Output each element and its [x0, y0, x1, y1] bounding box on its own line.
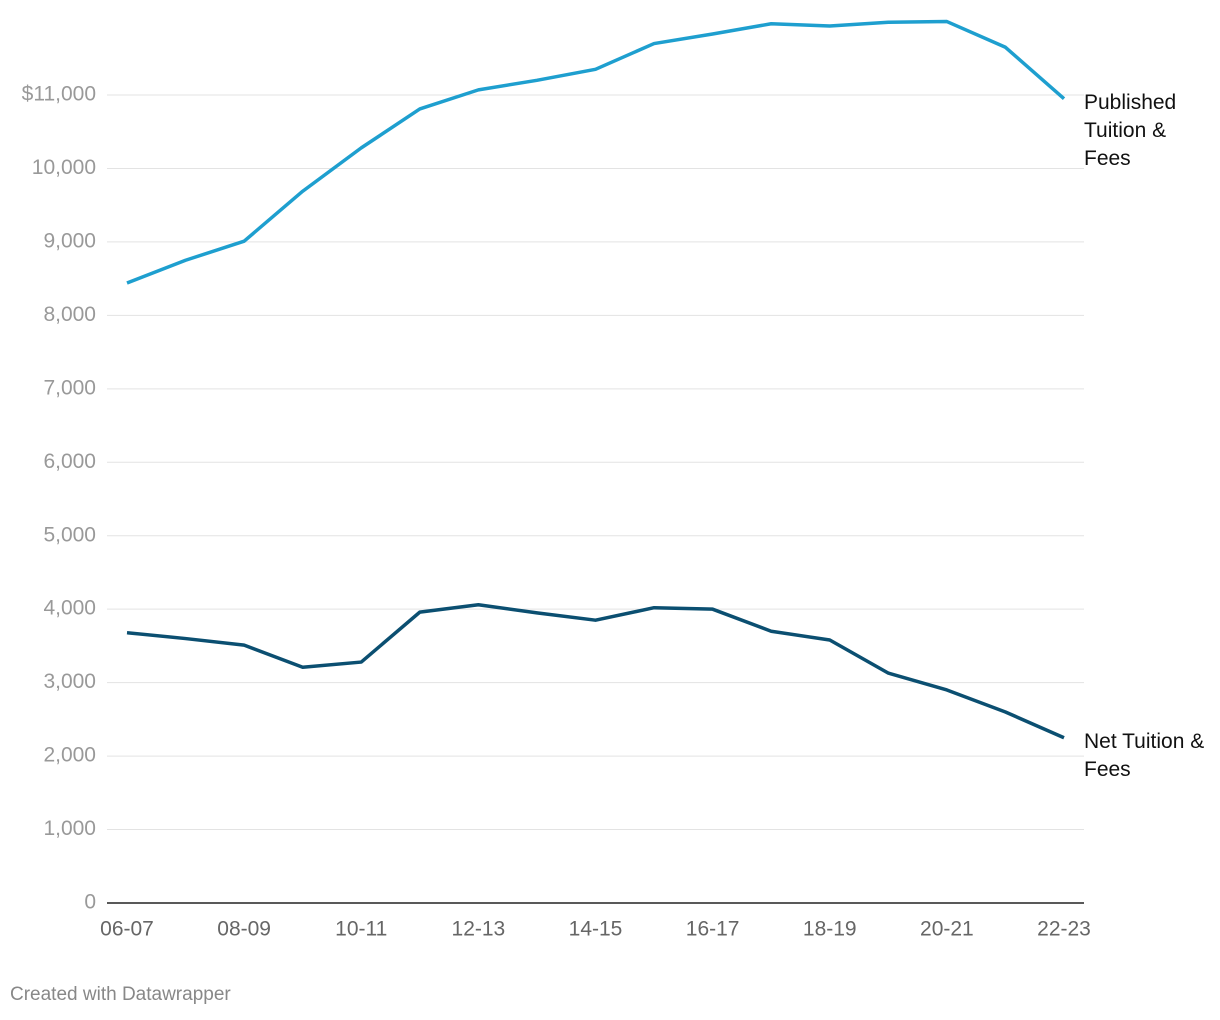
y-tick-label: $11,000 [22, 83, 96, 106]
y-tick-label: 1,000 [43, 817, 96, 840]
x-tick-label: 12-13 [452, 918, 506, 941]
y-tick-label: 9,000 [43, 229, 96, 252]
y-tick-label: 8,000 [43, 303, 96, 326]
y-tick-label: 10,000 [32, 156, 96, 179]
series-line [126, 603, 1065, 740]
y-tick-label: 7,000 [43, 376, 96, 399]
y-tick-label: 0 [84, 891, 96, 914]
series-label: Published Tuition & Fees [1084, 90, 1177, 170]
x-tick-label: 22-23 [1037, 918, 1091, 941]
y-tick-label: 3,000 [43, 670, 96, 693]
x-tick-label: 14-15 [569, 918, 623, 941]
y-tick-label: 5,000 [43, 523, 96, 546]
y-tick-label: 6,000 [43, 450, 96, 473]
x-tick-label: 06-07 [100, 918, 154, 941]
credit: Created with Datawrapper [10, 984, 231, 1005]
x-tick-label: 08-09 [217, 918, 271, 941]
y-tick-label: 2,000 [43, 744, 96, 767]
series-label: Net Tuition & Fees [1084, 729, 1205, 781]
x-tick-label: 18-19 [803, 918, 857, 941]
x-tick-label: 16-17 [686, 918, 740, 941]
y-tick-label: 4,000 [43, 597, 96, 620]
series-line [126, 19, 1066, 285]
x-tick-label: 20-21 [920, 918, 974, 941]
x-tick-label: 10-11 [335, 918, 387, 941]
